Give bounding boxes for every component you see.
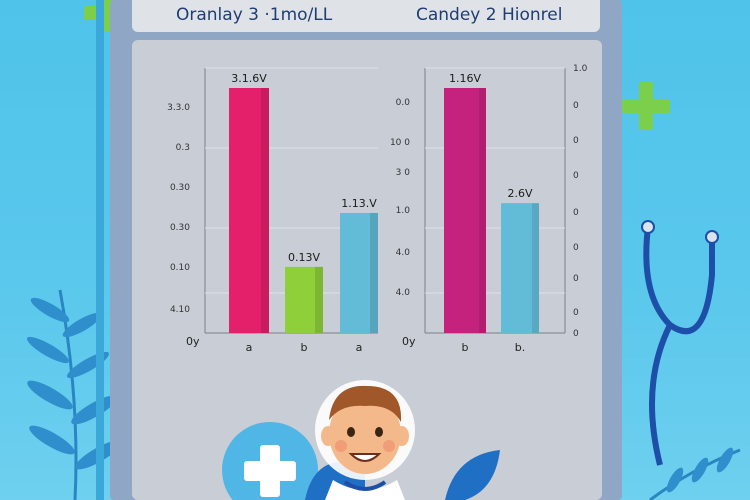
right-right-tick-label: 0: [573, 243, 579, 253]
right-right-tick-label: 0: [573, 136, 579, 146]
left-bar-data-label: 3.1.6V: [231, 72, 267, 85]
right-right-tick-label: 0: [573, 308, 579, 318]
left-y-tick-label: 0.30: [170, 223, 190, 233]
right-right-tick-label: 0: [573, 101, 579, 111]
left-bar: [229, 88, 269, 333]
plus-cross-icon: [622, 82, 670, 130]
right-right-tick-label: 1.0: [573, 64, 588, 74]
right-left-tick-label: 4.0: [396, 248, 411, 258]
left-y-tick-label: 0.3: [176, 143, 190, 153]
header-bar: Oranlay 3 ·1mo/LL Candey 2 Hionrel: [132, 0, 600, 32]
right-bar-data-label: 2.6V: [507, 187, 532, 200]
leaf-icon: [649, 447, 741, 500]
right-x-origin-label: 0y: [402, 335, 416, 348]
left-bar: [285, 266, 323, 333]
right-left-tick-label: 0.0: [396, 98, 411, 108]
right-bar-shade: [479, 88, 486, 333]
right-chart-title: Candey 2 Hionrel: [416, 5, 563, 25]
left-category-label: b: [301, 341, 308, 354]
right-bar-shade: [532, 203, 539, 333]
right-left-tick-label: 4.0: [396, 288, 411, 298]
left-bar-shade: [315, 266, 323, 333]
left-bar: [340, 212, 378, 333]
right-right-tick-label: 0: [573, 208, 579, 218]
right-bar-chart: 0.0 10 0 3 0 1.0 4.0 4.0 1.0 0 0 0 0 0 0 0 0 1.16V b 2.…: [390, 64, 588, 354]
left-y-tick-label: 3.3.0: [167, 103, 190, 113]
right-left-tick-label: 1.0: [396, 206, 411, 216]
right-right-tick-label: 0: [573, 274, 579, 284]
left-bar-shade: [370, 212, 378, 333]
clipboard-edge: [96, 0, 104, 500]
right-category-label: b.: [515, 341, 525, 354]
left-chart-title: Oranlay 3 ·1mo/LL: [176, 5, 333, 25]
left-bar-chart: 3.3.0 0.3 0.30 0.30 0.10 4.10 3.1.6V a 0.13V b 1.…: [167, 67, 378, 354]
left-category-label: a: [246, 341, 253, 354]
doctor-avatar: [222, 380, 500, 500]
right-bar: [444, 88, 486, 333]
left-x-origin-label: 0y: [186, 335, 200, 348]
stethoscope-icon: [641, 220, 719, 466]
left-y-tick-label: 0.30: [170, 183, 190, 193]
left-y-tick-label: 0.10: [170, 263, 190, 273]
left-bar-data-label: 0.13V: [288, 251, 320, 264]
right-right-tick-label: 0: [573, 329, 579, 339]
left-bar-data-label: 1.13.V: [341, 197, 377, 210]
right-bar-data-label: 1.16V: [449, 72, 481, 85]
right-left-tick-label: 10 0: [390, 138, 410, 148]
left-bar-shade: [261, 88, 269, 333]
right-bar: [501, 203, 539, 333]
right-right-tick-label: 0: [573, 171, 579, 181]
left-y-tick-label: 4.10: [170, 305, 190, 315]
left-category-label: a: [356, 341, 363, 354]
right-category-label: b: [462, 341, 469, 354]
right-left-tick-label: 3 0: [396, 168, 411, 178]
